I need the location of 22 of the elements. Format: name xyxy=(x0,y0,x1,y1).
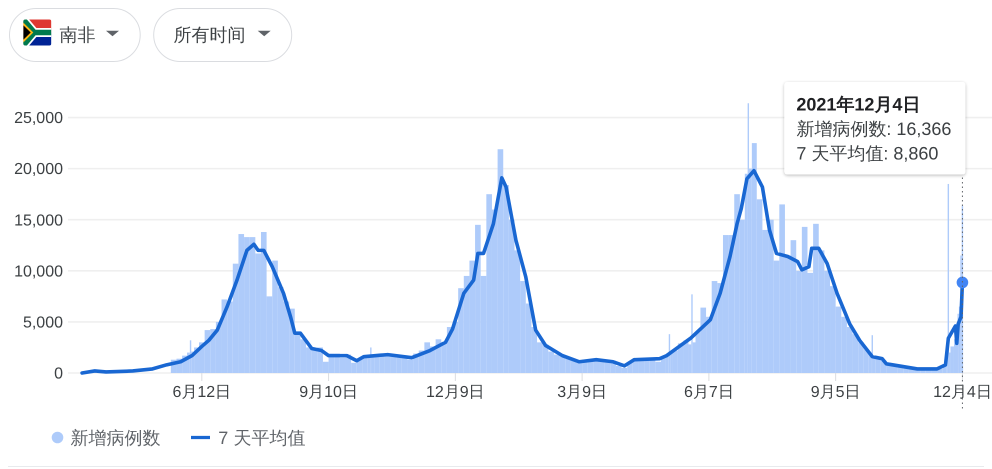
x-tick-label: 6月12日 xyxy=(172,384,232,402)
annotation: 7 天平均值: 8,860 xyxy=(796,143,938,164)
dropdown-button: 南非 xyxy=(9,8,141,62)
x-tick-label: 3月9日 xyxy=(557,384,608,402)
y-tick-label: 20,000 xyxy=(14,161,64,178)
dropdown-button: 所有时间 xyxy=(153,8,292,62)
x-tick-label: 12月4日 xyxy=(933,384,992,402)
legend-label: 新增病例数 xyxy=(70,428,161,448)
y-tick-label: 0 xyxy=(54,366,64,383)
y-tick-label: 15,000 xyxy=(14,212,64,230)
y-tick-label: 10,000 xyxy=(14,263,64,280)
x-tick-label: 12月9日 xyxy=(426,384,485,402)
legend-label: 7 天平均值 xyxy=(218,428,306,448)
y-tick-label: 5,000 xyxy=(22,314,64,332)
x-tick-label: 9月10日 xyxy=(299,384,358,402)
annotation: 2021年12月4日 xyxy=(796,94,920,114)
annotation: 新增病例数: 16,366 xyxy=(796,118,952,139)
chart-subtitle: 所有时间 xyxy=(174,25,246,46)
x-tick-label: 6月7日 xyxy=(684,384,734,402)
y-tick-label: 25,000 xyxy=(14,110,64,128)
chart-title: 南非 xyxy=(59,25,96,46)
x-tick-label: 9月5日 xyxy=(810,384,861,402)
